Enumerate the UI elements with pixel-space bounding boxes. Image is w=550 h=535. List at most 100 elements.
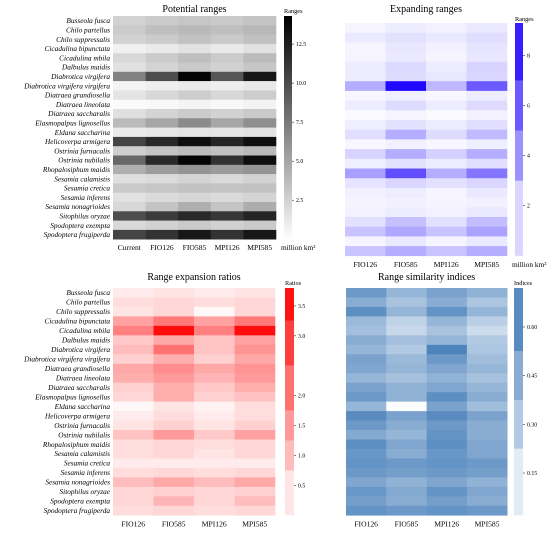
heatmap-cell-spodoptera-frugiperda-mpi585 — [466, 505, 508, 516]
heatmap-cell-spodoptera-exempta-fio585 — [178, 220, 212, 231]
colorbar-band — [284, 202, 292, 207]
row-label: Ostrinia furnacalis — [54, 146, 110, 155]
heatmap-cell-cicadulina-bipunctata-mpi126 — [210, 43, 244, 54]
heatmap-cell-chilo-partellus-fio126 — [345, 32, 386, 43]
heatmap-cell-diabrotica-virgifera-virgifera-mpi585 — [234, 354, 276, 365]
colorbar-band — [284, 166, 292, 170]
heatmap-cell-cicadulina-mbila-mpi126 — [210, 53, 244, 63]
row-label: Chilo partellus — [66, 298, 110, 307]
heatmap-cell-cicadulina-bipunctata-mpi585 — [466, 316, 508, 327]
heatmap-cell-diatraea-grandiosella-mpi585 — [466, 363, 508, 374]
heatmap-cell-sesamia-cretica-fio126 — [346, 458, 387, 469]
heatmap-cell-sitophilus-oryzae-fio585 — [153, 486, 195, 497]
heatmap-cell-diabrotica-virgifera-fio585 — [178, 71, 212, 82]
colorbar-band — [284, 71, 292, 75]
heatmap-cell-sesamia-cretica-mpi585 — [466, 197, 508, 208]
heatmap-cell-ostrinia-nubilalis-mpi585 — [466, 430, 508, 440]
heatmap-cell-spodoptera-frugiperda-mpi126 — [426, 246, 467, 257]
heatmap-cell-sesamia-nonagrioides-fio126 — [346, 477, 387, 488]
row-label: Sesamia cretica — [64, 459, 110, 468]
heatmap-cell-diatraea-lineolata-mpi126 — [426, 373, 468, 383]
heatmap-cell-diatraea-lineolata-fio585 — [153, 373, 195, 383]
heatmap-cell-sesamia-inferens-mpi585 — [466, 207, 508, 218]
colorbar-band — [284, 60, 292, 64]
heatmap-cell-rhopalosiphum-maidis-fio126 — [113, 439, 154, 450]
heatmap-cell-spodoptera-exempta-mpi126 — [210, 220, 244, 231]
heatmap-cell-chilo-suppressalis-mpi585 — [466, 306, 508, 317]
colorbar-band — [284, 99, 292, 103]
heatmap-cell-cicadulina-mbila-fio585 — [178, 53, 212, 63]
heatmap-cell-cicadulina-bipunctata-fio585 — [386, 316, 427, 327]
heatmap-cell-dalbulus-maidis-fio585 — [178, 62, 212, 73]
heatmap-cell-diabrotica-virgifera-mpi585 — [234, 344, 276, 355]
heatmap-cell-sesamia-cretica-fio585 — [178, 183, 212, 193]
heatmap-cell-spodoptera-exempta-fio126 — [113, 496, 154, 507]
heatmap-cell-cicadulina-mbila-fio585 — [386, 325, 427, 336]
colorbar-tick-label: 2.0 — [298, 394, 305, 400]
heatmap-cell-chilo-partellus-mpi126 — [426, 32, 467, 43]
heatmap-cell-sitophilus-oryzae-fio126 — [346, 486, 387, 497]
column-label: MPI126 — [202, 519, 227, 528]
heatmap-cell-helicoverpa-armigera-mpi585 — [234, 411, 276, 421]
colorbar-tick-label: 1.5 — [298, 424, 305, 430]
colorbar-tick-label: 4 — [527, 154, 530, 160]
colorbar-title: Indices — [514, 280, 533, 287]
heatmap-cell-helicoverpa-armigera-fio585 — [178, 136, 212, 147]
heatmap-cell-rhopalosiphum-maidis-current — [113, 164, 146, 175]
heatmap-cell-cicadulina-bipunctata-mpi126 — [426, 52, 467, 63]
colorbar-band — [284, 130, 292, 134]
heatmap-cell-spodoptera-exempta-fio126 — [145, 220, 179, 231]
heatmap-cell-diatraea-saccharalis-mpi126 — [210, 109, 244, 119]
colorbar-band — [284, 144, 292, 148]
heatmap-cell-helicoverpa-armigera-fio585 — [385, 149, 427, 160]
heatmap-cell-elasmopalpus-lignosellus-mpi126 — [426, 129, 467, 140]
heatmap-cell-chilo-partellus-mpi126 — [210, 25, 244, 35]
heatmap-cell-sitophilus-oryzae-mpi585 — [466, 226, 508, 237]
row-label: Dalbulus maidis — [61, 336, 110, 345]
row-label: Sesamia inferens — [61, 468, 111, 477]
row-label: Sesamia inferens — [61, 193, 111, 202]
heatmap-cell-ostrinia-furnacalis-current — [113, 146, 146, 156]
heatmap-cell-rhopalosiphum-maidis-fio585 — [386, 439, 427, 450]
heatmap-cell-spodoptera-exempta-fio126 — [345, 236, 386, 247]
heatmap-cell-dalbulus-maidis-mpi585 — [234, 335, 276, 346]
column-label: MPI126 — [215, 243, 240, 252]
colorbar-tick-label: 0.5 — [298, 483, 305, 489]
heatmap-cell-sitophilus-oryzae-fio126 — [345, 226, 386, 237]
heatmap-cell-eldana-saccharina-fio126 — [145, 127, 179, 138]
row-label: Elasmopalpus lignosellus — [34, 118, 110, 127]
colorbar-band — [284, 27, 292, 31]
colorbar-band — [284, 152, 292, 156]
heatmap-cell-diatraea-lineolata-mpi585 — [234, 373, 276, 383]
heatmap-cell-spodoptera-frugiperda-fio585 — [385, 246, 427, 257]
heatmap-cell-ostrinia-nubilalis-fio585 — [178, 155, 212, 166]
colorbar-band — [285, 365, 294, 411]
heatmap-cell-cicadulina-mbila-mpi126 — [426, 61, 467, 72]
heatmap-cell-helicoverpa-armigera-mpi585 — [466, 411, 508, 421]
colorbar-band — [284, 18, 292, 22]
heatmap-cell-sesamia-calamistis-fio126 — [145, 174, 179, 184]
heatmap-cell-elasmopalpus-lignosellus-mpi585 — [466, 392, 508, 402]
heatmap-cell-diabrotica-virgifera-fio126 — [113, 344, 154, 355]
heatmap-cell-chilo-partellus-fio126 — [113, 297, 154, 308]
heatmap-cell-diatraea-lineolata-mpi126 — [210, 99, 244, 110]
heatmap-cell-diatraea-lineolata-fio585 — [178, 99, 212, 110]
heatmap-cell-diabrotica-virgifera-fio126 — [346, 344, 387, 355]
heatmap-cell-eldana-saccharina-fio585 — [178, 127, 212, 138]
row-label: Eldana saccharina — [54, 128, 111, 137]
row-label: Sesamia calamistis — [54, 174, 110, 183]
heatmap-cell-sesamia-nonagrioides-fio585 — [178, 202, 212, 212]
colorbar-band — [284, 177, 292, 182]
heatmap-cell-cicadulina-bipunctata-fio126 — [113, 316, 154, 327]
heatmap-cell-diatraea-grandiosella-mpi126 — [426, 363, 468, 374]
row-label: Spodoptera frugiperda — [44, 506, 111, 515]
colorbar-band — [284, 133, 292, 137]
panel-title: Range expansion ratios — [147, 272, 240, 283]
colorbar-band — [284, 183, 292, 187]
heatmap-cell-sesamia-inferens-mpi585 — [466, 467, 508, 478]
column-label: Current — [118, 243, 142, 252]
colorbar-band — [284, 43, 292, 48]
row-label: Chilo suppressalis — [56, 307, 110, 316]
colorbar-band — [284, 149, 292, 154]
